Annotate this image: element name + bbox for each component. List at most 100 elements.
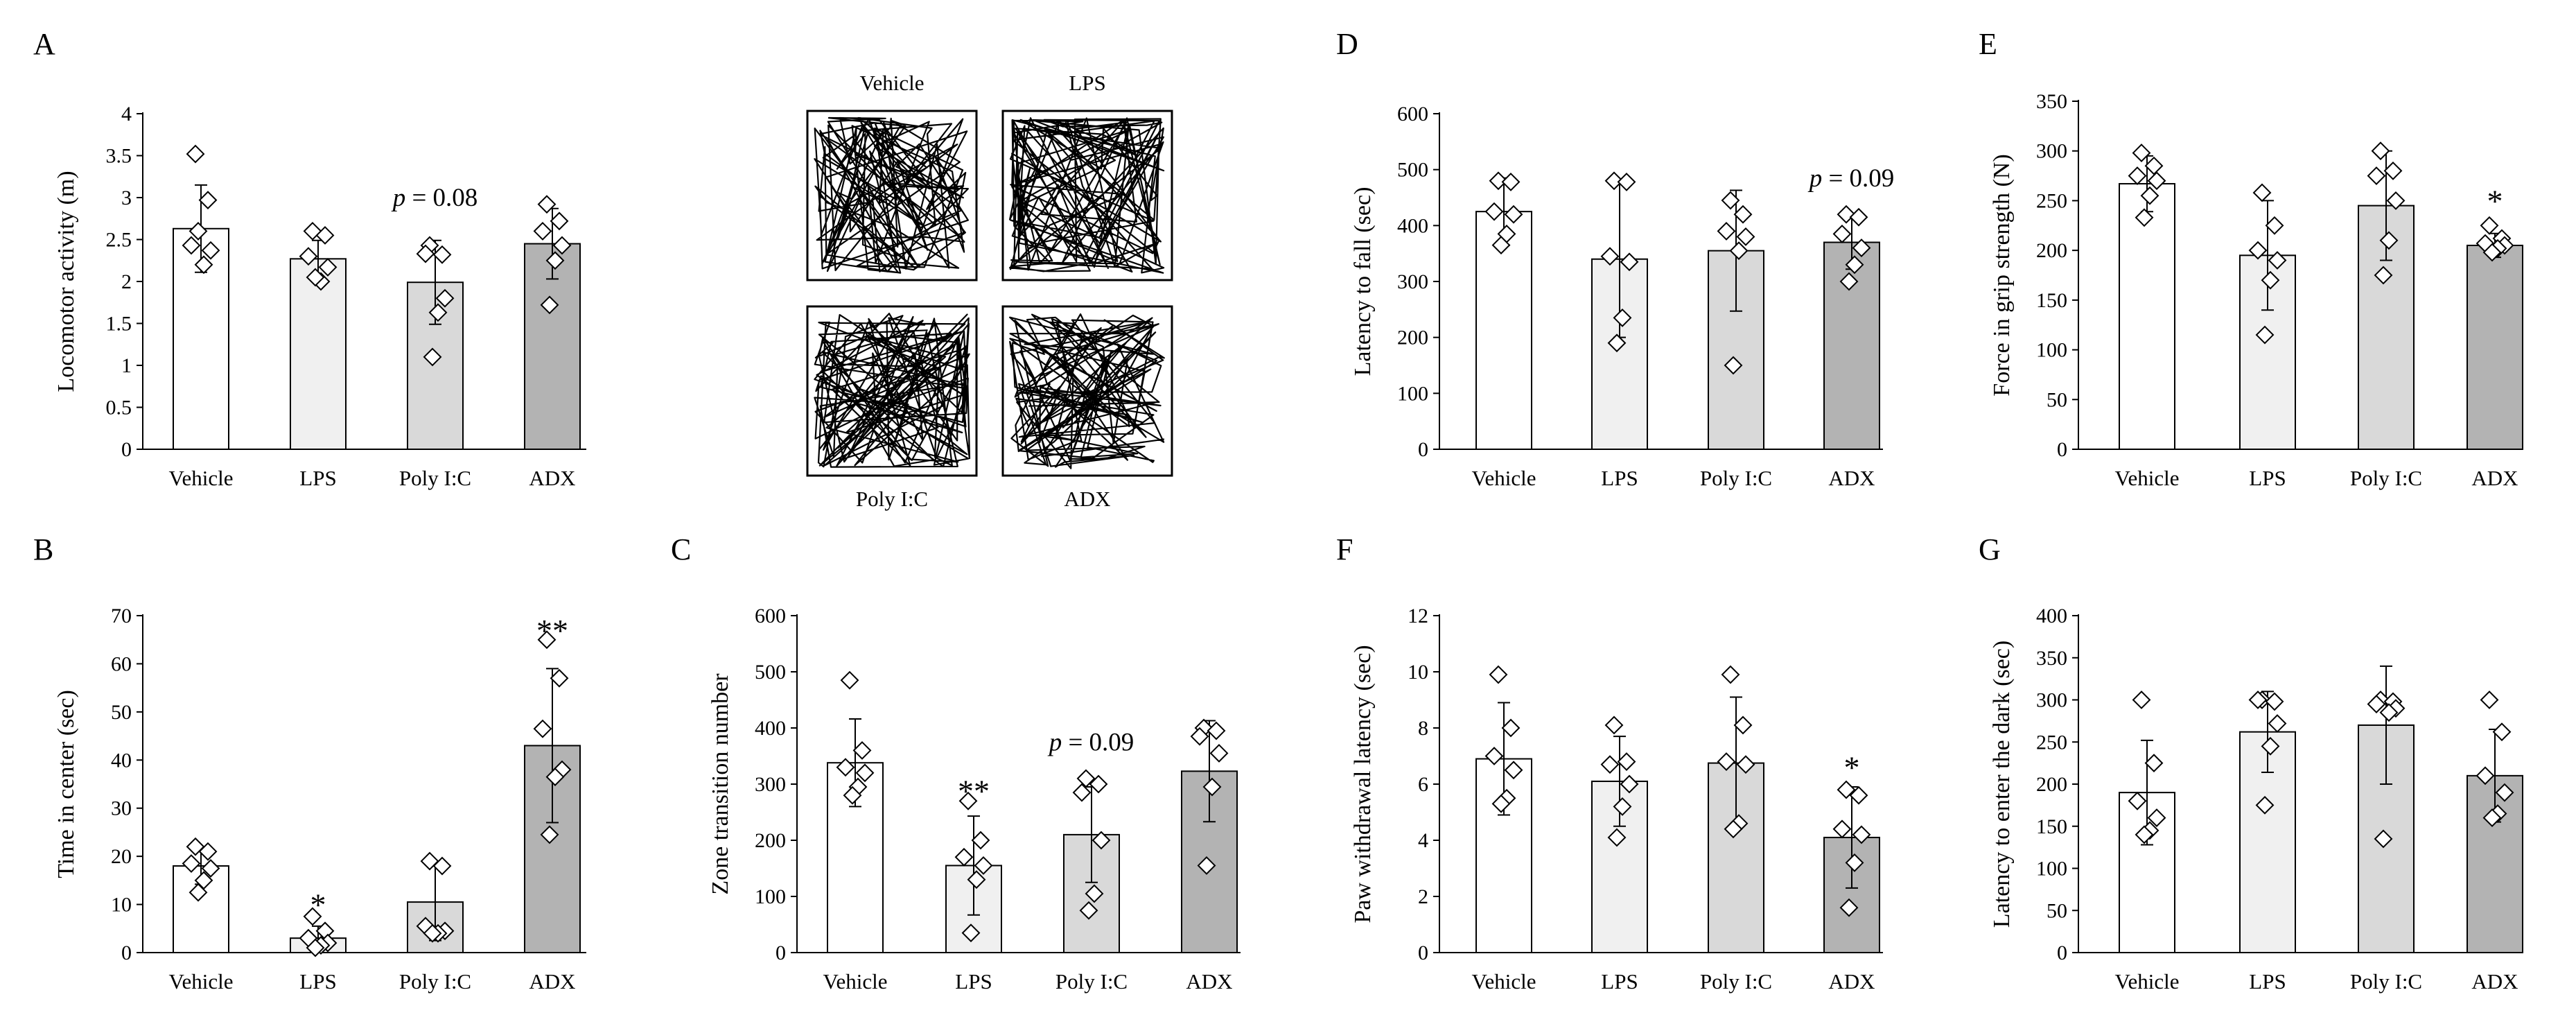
data-point (1504, 205, 1523, 224)
y-tick-label: 300 (2036, 140, 2067, 163)
movement-track (1009, 313, 1165, 469)
x-category-label: Poly I:C (1055, 969, 1128, 993)
y-tick-label: 350 (2036, 647, 2067, 670)
data-point (306, 938, 325, 957)
track-label: Vehicle (860, 71, 925, 95)
data-point (1089, 774, 1108, 794)
p-value-text: = 0.09 (1062, 728, 1134, 756)
data-point (1849, 786, 1868, 805)
y-tick-label: 30 (111, 797, 132, 820)
movement-track (814, 313, 971, 468)
x-category-label: Poly I:C (1700, 466, 1772, 490)
data-point (961, 923, 981, 943)
y-tick-label: 0 (121, 941, 132, 964)
data-point (2480, 216, 2499, 235)
data-point (855, 763, 875, 783)
data-point (2495, 783, 2514, 802)
data-point (2135, 825, 2154, 844)
data-point (1207, 721, 1226, 740)
p-symbol: p (391, 184, 406, 212)
data-point (1607, 333, 1627, 353)
data-point (537, 195, 557, 214)
data-point (1839, 898, 1859, 917)
data-point (423, 923, 442, 943)
data-point (1733, 715, 1753, 735)
x-category-label: Vehicle (2115, 466, 2180, 490)
data-point (1717, 752, 1736, 772)
data-point (974, 856, 993, 875)
x-category-label: Poly I:C (399, 466, 471, 490)
y-tick-label: 10 (1408, 661, 1428, 684)
y-tick-label: 0.5 (106, 397, 132, 419)
y-tick-label: 50 (111, 701, 132, 724)
data-point (1845, 255, 1864, 275)
data-point (1484, 202, 1504, 221)
data-point (537, 630, 557, 650)
data-point (432, 245, 452, 264)
data-point (1197, 856, 1216, 875)
y-tick-label: 10 (111, 894, 132, 917)
data-point (2386, 191, 2406, 210)
data-point (1852, 825, 1871, 844)
y-tick-label: 200 (2036, 773, 2067, 796)
y-tick-label: 600 (1397, 103, 1428, 125)
data-point (2367, 166, 2386, 185)
x-category-label: LPS (2249, 969, 2286, 993)
data-point (2480, 691, 2499, 709)
track-label: Poly I:C (856, 487, 928, 511)
significance-marker: * (1844, 750, 1860, 786)
x-category-label: LPS (299, 969, 336, 993)
y-axis-label: Latency to enter the dark (sec) (1989, 641, 2015, 928)
panel-letter-e: E (1979, 27, 1997, 61)
data-point (2135, 208, 2154, 227)
data-point (836, 758, 855, 777)
bar-adx (2467, 244, 2523, 450)
data-point (2492, 722, 2512, 742)
y-tick-label: 500 (755, 661, 786, 684)
y-tick-label: 600 (755, 605, 786, 627)
data-point (1604, 171, 1624, 191)
y-tick-label: 0 (1418, 941, 1428, 964)
data-point (194, 255, 213, 275)
track-label: ADX (1064, 487, 1110, 511)
y-tick-label: 40 (111, 749, 132, 772)
p-value-annotation: p = 0.08 (391, 184, 478, 212)
y-tick-label: 12 (1408, 605, 1428, 627)
panel-e: E 0 50 100 150 200 250 300 350 Force in grip stre… (1979, 27, 2523, 490)
data-point (2268, 714, 2287, 733)
data-point (1092, 831, 1111, 850)
data-point (2128, 791, 2147, 810)
data-point (2265, 692, 2284, 711)
y-tick-label: 350 (2036, 90, 2067, 113)
y-tick-label: 0 (2057, 438, 2067, 461)
data-point (1845, 853, 1864, 872)
data-point (1085, 884, 1104, 903)
x-category-label: Vehicle (1472, 969, 1536, 993)
x-category-label: ADX (2471, 466, 2518, 490)
bar-adx (1823, 241, 1880, 450)
data-point (299, 247, 318, 266)
data-point (186, 144, 205, 164)
y-tick-label: 1 (121, 354, 132, 377)
bar-lps (290, 258, 347, 450)
data-point (2261, 736, 2280, 756)
y-tick-label: 50 (2047, 388, 2067, 411)
data-point (423, 347, 442, 367)
data-point (2371, 141, 2390, 161)
data-point (967, 870, 986, 890)
data-point (2367, 695, 2386, 713)
data-point (1604, 715, 1624, 735)
data-point (1489, 171, 1508, 191)
x-category-label: Poly I:C (1700, 969, 1772, 993)
data-point (2147, 808, 2166, 828)
data-point (416, 244, 435, 263)
data-point (1202, 777, 1222, 797)
data-point (1717, 221, 1736, 241)
significance-marker: * (310, 887, 326, 923)
data-point (958, 791, 978, 810)
y-tick-label: 400 (755, 717, 786, 740)
data-point (2374, 266, 2393, 285)
y-tick-label: 0 (2057, 941, 2067, 964)
y-tick-label: 2 (1418, 885, 1428, 908)
